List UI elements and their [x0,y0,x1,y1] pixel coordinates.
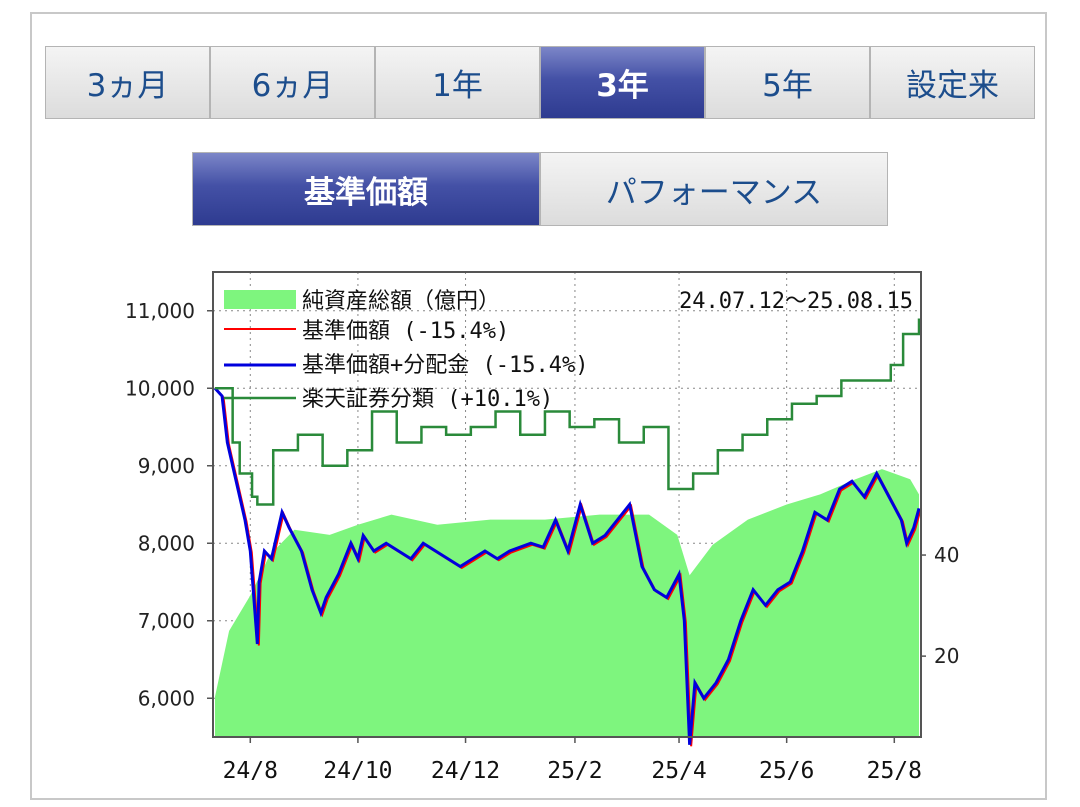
y-left-tick-label: 7,000 [138,609,195,633]
legend-category: 楽天証券分類 (+10.1%) [302,387,553,412]
y-left-tick-label: 8,000 [138,531,195,555]
tab-6-months[interactable]: 6ヵ月 [211,47,376,118]
x-axis: 24/8 24/10 24/12 25/2 25/4 25/6 25/8 [223,737,922,784]
plot-border [212,271,922,738]
nav-with-dividends-line [213,387,921,745]
x-tick-label: 25/8 [867,758,922,784]
tab-nav[interactable]: 基準価額 [193,153,541,225]
y-right-tick-label: 20 [934,644,959,668]
y-left-tick-label: 9,000 [138,454,195,478]
y-left-tick-label: 6,000 [138,686,195,710]
x-tick-label: 25/6 [759,758,814,784]
period-tabs: 3ヵ月 6ヵ月 1年 3年 5年 設定来 [45,46,1035,119]
view-tabs: 基準価額 パフォーマンス [192,152,888,226]
x-tick-label: 25/2 [547,758,602,784]
y-right-tick-label: 40 [934,543,959,567]
x-tick-label: 24/10 [323,758,392,784]
tab-since-inception[interactable]: 設定来 [871,47,1034,118]
y-left-tick-label: 10,000 [125,376,195,400]
net-assets-area [215,469,919,737]
tab-3-months[interactable]: 3ヵ月 [46,47,211,118]
y-left-tick-label: 11,000 [125,299,195,323]
legend-nav: 基準価額 (-15.4%) [302,319,509,344]
legend-area-swatch [224,290,296,309]
legend-nav-with-dividends: 基準価額+分配金 (-15.4%) [302,353,588,378]
tab-5-years[interactable]: 5年 [706,47,871,118]
tab-3-years[interactable]: 3年 [541,47,706,118]
x-tick-label: 25/4 [651,758,706,784]
legend-net-assets: 純資産総額（億円） [302,289,500,314]
legend-date-range: 24.07.12～25.08.15 [679,289,913,314]
y-axis-right: 40 20 [921,543,959,668]
tab-performance[interactable]: パフォーマンス [541,153,887,225]
tab-1-year[interactable]: 1年 [376,47,541,118]
category-line [215,318,921,506]
y-axis-left: 11,000 10,000 9,000 8,000 7,000 6,000 [125,299,213,710]
x-tick-label: 24/12 [431,758,500,784]
chart-legend: 純資産総額（億円） 24.07.12～25.08.15 基準価額 (-15.4%… [224,289,913,412]
x-tick-label: 24/8 [223,758,278,784]
